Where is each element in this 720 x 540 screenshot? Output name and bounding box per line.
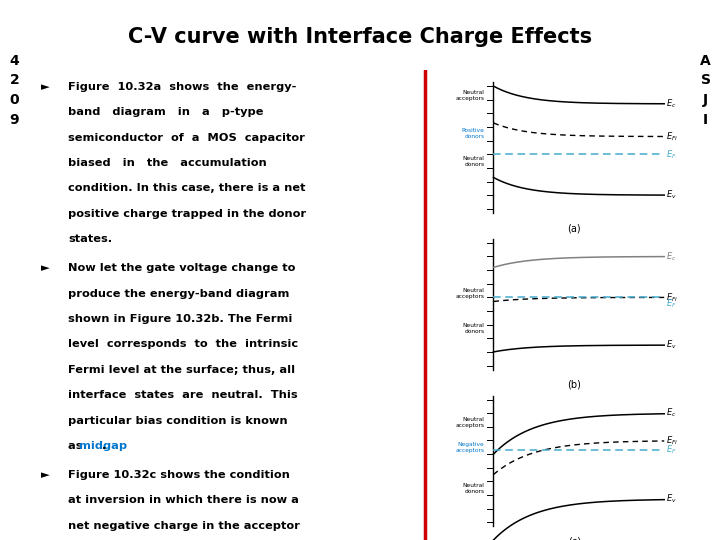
Text: $E_F$: $E_F$: [666, 148, 677, 160]
Text: $E_{Fi}$: $E_{Fi}$: [666, 130, 678, 143]
Text: Negative
acceptors: Negative acceptors: [456, 442, 485, 453]
Text: interface  states  are  neutral.  This: interface states are neutral. This: [68, 390, 297, 400]
Text: C-V curve with Interface Charge Effects: C-V curve with Interface Charge Effects: [128, 26, 592, 46]
Text: Neutral
donors: Neutral donors: [463, 483, 485, 494]
Text: $E_v$: $E_v$: [666, 339, 677, 352]
Text: (a): (a): [567, 223, 581, 233]
Text: ►: ►: [41, 470, 50, 480]
Text: biased   in   the   accumulation: biased in the accumulation: [68, 158, 267, 168]
Text: $E_v$: $E_v$: [666, 493, 677, 505]
Text: Neutral
donors: Neutral donors: [463, 323, 485, 334]
Text: (b): (b): [567, 380, 581, 390]
Text: midgap: midgap: [79, 441, 127, 451]
Text: as: as: [68, 441, 86, 451]
Text: $E_c$: $E_c$: [666, 98, 677, 110]
Text: Now let the gate voltage change to: Now let the gate voltage change to: [68, 264, 295, 273]
Text: $E_{Fi}$: $E_{Fi}$: [666, 434, 678, 447]
Text: net negative charge in the acceptor: net negative charge in the acceptor: [68, 521, 300, 531]
Text: 4
2
0
9: 4 2 0 9: [9, 54, 19, 126]
Text: Figure  10.32a  shows  the  energy-: Figure 10.32a shows the energy-: [68, 82, 297, 92]
Text: Figure 10.32c shows the condition: Figure 10.32c shows the condition: [68, 470, 290, 480]
Text: semiconductor  of  a  MOS  capacitor: semiconductor of a MOS capacitor: [68, 133, 305, 143]
Text: A
S
J
I: A S J I: [701, 54, 711, 126]
Text: Neutral
acceptors: Neutral acceptors: [456, 288, 485, 299]
Text: $E_{Fi}$: $E_{Fi}$: [666, 291, 678, 303]
Text: at inversion in which there is now a: at inversion in which there is now a: [68, 495, 299, 505]
Text: Neutral
acceptors: Neutral acceptors: [456, 417, 485, 428]
Text: .: .: [102, 441, 106, 451]
Text: particular bias condition is known: particular bias condition is known: [68, 415, 288, 426]
Text: states.: states.: [68, 234, 112, 244]
Text: $E_c$: $E_c$: [666, 407, 677, 420]
Text: $E_c$: $E_c$: [666, 250, 677, 263]
Text: produce the energy-band diagram: produce the energy-band diagram: [68, 289, 289, 299]
Text: (c): (c): [568, 537, 581, 540]
Text: shown in Figure 10.32b. The Fermi: shown in Figure 10.32b. The Fermi: [68, 314, 292, 324]
Text: $E_v$: $E_v$: [666, 189, 677, 201]
Text: ►: ►: [41, 82, 50, 92]
Text: band   diagram   in   a   p-type: band diagram in a p-type: [68, 107, 264, 117]
Text: ►: ►: [41, 264, 50, 273]
Text: $E_F$: $E_F$: [666, 444, 677, 456]
Text: Neutral
donors: Neutral donors: [463, 156, 485, 166]
Text: $E_F$: $E_F$: [666, 298, 677, 310]
Text: level  corresponds  to  the  intrinsic: level corresponds to the intrinsic: [68, 340, 298, 349]
Text: Positive
donors: Positive donors: [462, 129, 485, 139]
Text: Neutral
acceptors: Neutral acceptors: [456, 90, 485, 101]
Text: positive charge trapped in the donor: positive charge trapped in the donor: [68, 209, 306, 219]
Text: condition. In this case, there is a net: condition. In this case, there is a net: [68, 184, 305, 193]
Text: Fermi level at the surface; thus, all: Fermi level at the surface; thus, all: [68, 364, 295, 375]
